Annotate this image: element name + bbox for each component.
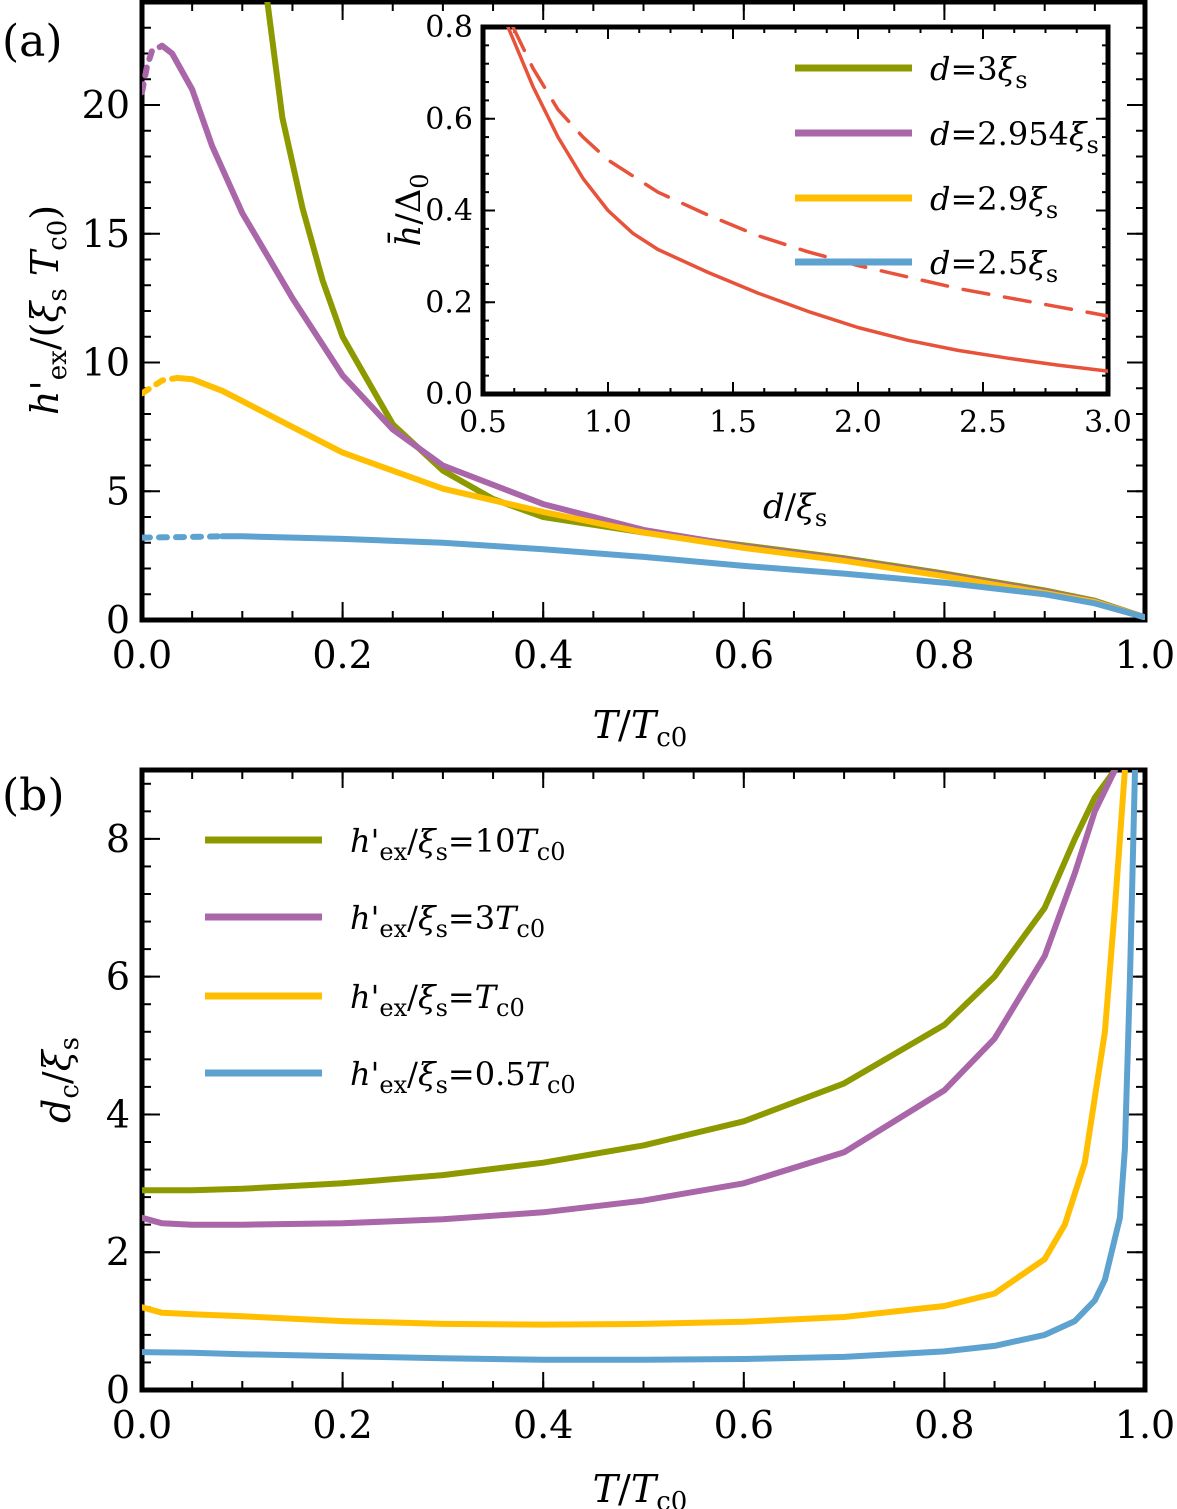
b-ytick-label: 2	[106, 1230, 130, 1274]
inset-xtick-label: 2.0	[834, 405, 882, 440]
inset-background	[473, 27, 1118, 397]
panel-b-label: (b)	[2, 770, 65, 821]
inset-ytick-label: 0.0	[425, 377, 473, 412]
legend-b-label-1: h'ex/ξs=3Tc0	[350, 899, 545, 943]
a-ytick-label: 10	[82, 341, 130, 385]
b-xtick-label: 0.2	[312, 1403, 372, 1447]
a-ytick-label: 15	[82, 212, 130, 256]
inset-ytick-label: 0.6	[425, 102, 473, 137]
legend-a-label-0: d=3ξs	[930, 50, 1028, 94]
panel-a-ylabel: h'ex/(ξs Tc0)	[23, 205, 73, 415]
a-ytick-label: 20	[82, 83, 130, 127]
b-ytick-label: 6	[106, 955, 130, 999]
inset-xtick-label: 1.5	[709, 405, 757, 440]
panel-a: (a) 0.0 0.2 0.4 0.6 0.8 1.0 0 5 10 15 20 h'ex/(ξs …	[2, 0, 1175, 753]
b-xtick-label: 0.0	[112, 1403, 172, 1447]
a-ytick-label: 5	[106, 469, 130, 513]
panel-b-ylabel: dc/ξs	[35, 1037, 85, 1123]
b-ytick-label: 0	[106, 1368, 130, 1412]
panel-b-xlabel: T/Tc0	[593, 1467, 688, 1509]
legend-b-label-3: h'ex/ξs=0.5Tc0	[350, 1055, 576, 1099]
b-ytick-label: 4	[106, 1092, 130, 1136]
legend-a-label-1: d=2.954ξs	[930, 115, 1099, 159]
b-ytick-label: 8	[106, 817, 130, 861]
panel-b-ticks: 0.0 0.2 0.4 0.6 0.8 1.0 0 2 4 6 8	[106, 770, 1175, 1447]
panel-b-legend: h'ex/ξs=10Tc0 h'ex/ξs=3Tc0 h'ex/ξs=Tc0 h…	[205, 822, 576, 1099]
a-xtick-label: 0.8	[914, 633, 974, 677]
legend-a-label-2: d=2.9ξs	[930, 180, 1058, 224]
a-xtick-label: 0.2	[312, 633, 372, 677]
a-xtick-label: 0.6	[714, 633, 774, 677]
inset-series-dashed	[511, 27, 1108, 318]
inset: 0.5 1.0 1.5 2.0 2.5 3.00.00.20.40.60.8 h̄/Δ0 …	[387, 10, 1132, 532]
panel-a-ylabel-text: h'ex/(ξs Tc0)	[23, 205, 73, 415]
series-b-2	[142, 770, 1128, 1328]
legend-b-label-0: h'ex/ξs=10Tc0	[350, 822, 565, 866]
inset-xtick-label: 3.0	[1084, 405, 1132, 440]
b-xtick-label: 0.6	[714, 1403, 774, 1447]
inset-ylabel: h̄/Δ0	[387, 173, 434, 246]
a-xtick-label: 0.4	[513, 633, 573, 677]
b-xtick-label: 0.8	[914, 1403, 974, 1447]
inset-xtick-label: 1.0	[584, 405, 632, 440]
inset-series	[506, 27, 1108, 373]
inset-ytick-label: 0.4	[425, 194, 473, 229]
inset-xtick-label: 0.5	[459, 405, 507, 440]
inset-ylabel-text: h̄/Δ0	[387, 173, 434, 246]
panel-a-series	[142, 2, 1145, 620]
inset-ytick-label: 0.2	[425, 285, 473, 320]
panel-a-legend: d=3ξs d=2.954ξs d=2.9ξs d=2.5ξs	[795, 50, 1099, 288]
series-b-0	[142, 770, 1118, 1194]
series-a-2-dashed	[142, 374, 181, 397]
inset-series-solid	[506, 27, 1108, 373]
panel-a-ticks: 0.0 0.2 0.4 0.6 0.8 1.0 0 5 10 15 20	[82, 1, 1175, 677]
panel-a-label: (a)	[2, 16, 63, 67]
panel-a-xlabel: T/Tc0	[593, 703, 688, 753]
inset-xtick-label: 2.5	[959, 405, 1007, 440]
series-a-3	[219, 533, 1145, 620]
a-ytick-label: 0	[106, 598, 130, 642]
legend-a-label-3: d=2.5ξs	[930, 244, 1058, 288]
series-b-1	[142, 770, 1118, 1228]
a-xtick-label: 1.0	[1115, 633, 1175, 677]
a-xtick-label: 0.0	[112, 633, 172, 677]
legend-b-label-2: h'ex/ξs=Tc0	[350, 978, 525, 1022]
panel-b-frame	[139, 767, 1148, 1393]
series-a-1-dashed	[142, 42, 166, 96]
b-xtick-label: 0.4	[513, 1403, 573, 1447]
inset-ticks: 0.5 1.0 1.5 2.0 2.5 3.0 0.0 0.2 0.4 0.6 0.8	[425, 10, 1132, 440]
inset-ytick-label: 0.8	[425, 10, 473, 45]
series-a-3-dashed	[142, 533, 226, 541]
series-b-3	[142, 770, 1138, 1363]
series-a-2	[174, 374, 1145, 620]
inset-xlabel: d/ξs	[763, 487, 827, 532]
b-xtick-label: 1.0	[1115, 1403, 1175, 1447]
panel-b-series	[142, 770, 1138, 1363]
panel-b-ylabel-text: dc/ξs	[35, 1037, 85, 1123]
